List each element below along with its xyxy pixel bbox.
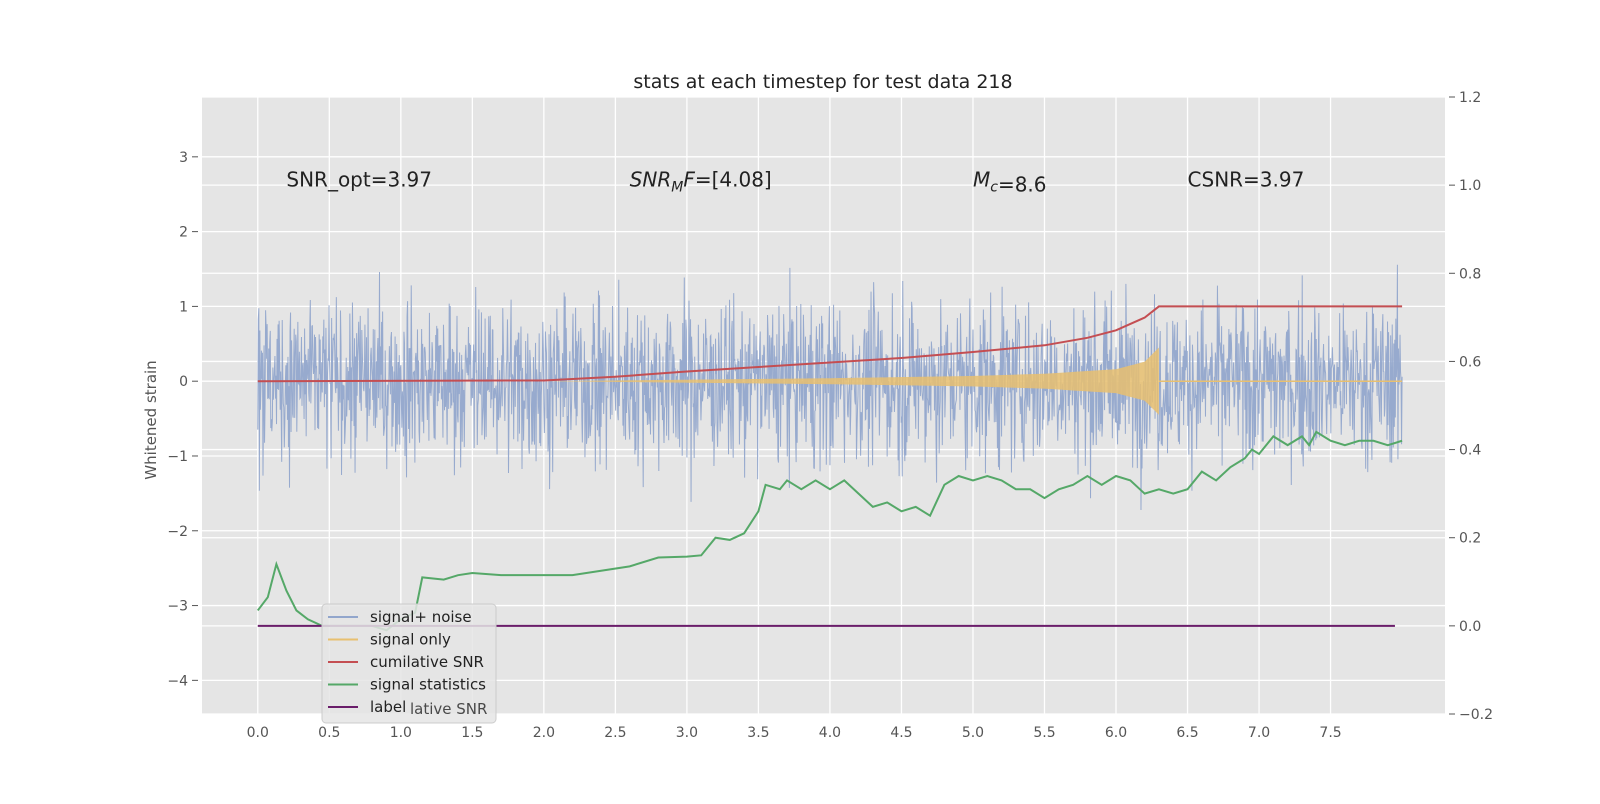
y-tick-label: −1	[167, 449, 188, 465]
y2-tick-label: 0.4	[1459, 443, 1481, 459]
y2-tick-label: 0.6	[1459, 354, 1481, 370]
x-tick-label: 6.5	[1176, 725, 1198, 741]
y-tick-label: −3	[167, 599, 188, 615]
y-tick-label: −4	[167, 673, 188, 689]
x-tick-label: 6.0	[1105, 725, 1127, 741]
annotation-text: Mc=8.6	[973, 167, 1047, 196]
series-signal-statistics	[256, 430, 1403, 632]
annotation-text: CSNR=3.97	[1188, 167, 1305, 191]
y2-tick-label: 1.2	[1459, 90, 1481, 106]
x-tick-label: 7.0	[1248, 725, 1270, 741]
x-tick-label: 4.5	[890, 725, 912, 741]
legend-label: label	[370, 698, 406, 716]
y2-tick-label: 1.0	[1459, 178, 1481, 194]
series-signal-plus-noise	[257, 264, 1403, 510]
y2-tick-label: −0.2	[1459, 707, 1493, 723]
x-tick-label: 2.0	[533, 725, 555, 741]
y-tick-label: 2	[179, 225, 188, 241]
y-tick-label: 3	[179, 150, 188, 166]
x-tick-label: 3.0	[676, 725, 698, 741]
annotation-layer: SNR_opt=3.97 SNRMF=[4.08] Mc=8.6 CSNR=3.97	[286, 167, 1304, 196]
x-tick-label: 7.5	[1319, 725, 1341, 741]
legend-label: cumilative SNR	[370, 653, 484, 671]
x-tick-label: 1.0	[390, 725, 412, 741]
series-signal-only	[543, 347, 1159, 415]
legend-label: signal+ noise	[370, 608, 472, 626]
legend-label: signal only	[370, 631, 451, 649]
legend-box	[321, 603, 497, 724]
legend-occluded-text: lative SNR	[410, 700, 487, 718]
y-tick-label: 0	[179, 374, 188, 390]
y2-tick-label: 0.8	[1459, 266, 1481, 282]
x-tick-label: 0.5	[318, 725, 340, 741]
chart-title: stats at each timestep for test data 218	[633, 71, 1012, 93]
tick-layer: 0.0 0.5 1.0 1.5 2.0 2.5 3.0 3.5 4.0 4.5 5.0 5.5 6.0 6…	[167, 90, 1493, 741]
x-tick-label: 3.5	[747, 725, 769, 741]
x-tick-label: 5.0	[962, 725, 984, 741]
x-tick-label: 0.0	[247, 725, 269, 741]
y-tick-label: 1	[179, 299, 188, 315]
y-tick-label: −2	[167, 524, 188, 540]
x-tick-label: 4.0	[819, 725, 841, 741]
legend-label: signal statistics	[370, 676, 486, 694]
x-tick-label: 5.5	[1033, 725, 1055, 741]
annotation-text: SNR_opt=3.97	[286, 167, 432, 191]
x-tick-label: 2.5	[604, 725, 626, 741]
y2-tick-label: 0.2	[1459, 531, 1481, 547]
x-tick-label: 1.5	[461, 725, 483, 741]
legend: lative SNR signal+ noise signal only cumila…	[321, 603, 497, 724]
y-axis-label: Whitened strain	[142, 360, 160, 479]
series-cumilative-snr	[257, 305, 1403, 383]
annotation-text: SNRMF=[4.08]	[630, 167, 772, 195]
y2-tick-label: 0.0	[1459, 619, 1481, 635]
